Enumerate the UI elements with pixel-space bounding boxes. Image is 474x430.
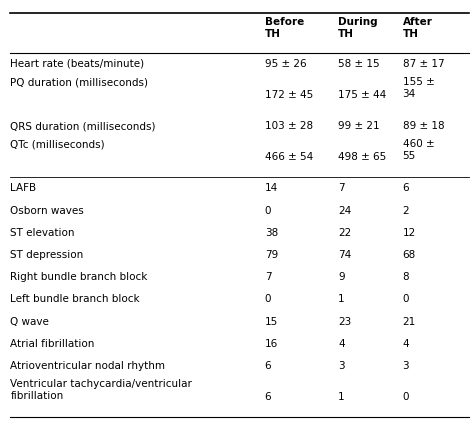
Text: 466 ± 54: 466 ± 54 — [264, 152, 313, 162]
Text: 0: 0 — [402, 295, 409, 304]
Text: Q wave: Q wave — [10, 316, 49, 327]
Text: 12: 12 — [402, 228, 416, 238]
Text: 79: 79 — [264, 250, 278, 260]
Text: 15: 15 — [264, 316, 278, 327]
Text: 16: 16 — [264, 339, 278, 349]
Text: 6: 6 — [264, 361, 271, 371]
Text: Right bundle branch block: Right bundle branch block — [10, 272, 148, 282]
Text: 89 ± 18: 89 ± 18 — [402, 121, 444, 131]
Text: During
TH: During TH — [338, 17, 378, 39]
Text: 9: 9 — [338, 272, 345, 282]
Text: 7: 7 — [338, 183, 345, 194]
Text: Before
TH: Before TH — [264, 17, 304, 39]
Text: Ventricular tachycardia/ventricular
fibrillation: Ventricular tachycardia/ventricular fibr… — [10, 379, 192, 401]
Text: 4: 4 — [402, 339, 409, 349]
Text: Atrioventricular nodal rhythm: Atrioventricular nodal rhythm — [10, 361, 165, 371]
Text: 99 ± 21: 99 ± 21 — [338, 121, 380, 131]
Text: 175 ± 44: 175 ± 44 — [338, 90, 386, 100]
Text: 95 ± 26: 95 ± 26 — [264, 59, 306, 69]
Text: 155 ±
34: 155 ± 34 — [402, 77, 434, 98]
Text: 6: 6 — [264, 392, 271, 402]
Text: 1: 1 — [338, 295, 345, 304]
Text: 38: 38 — [264, 228, 278, 238]
Text: QRS duration (milliseconds): QRS duration (milliseconds) — [10, 121, 156, 131]
Text: 22: 22 — [338, 228, 352, 238]
Text: ST elevation: ST elevation — [10, 228, 75, 238]
Text: 8: 8 — [402, 272, 409, 282]
Text: Heart rate (beats/minute): Heart rate (beats/minute) — [10, 59, 145, 69]
Text: 103 ± 28: 103 ± 28 — [264, 121, 313, 131]
Text: 498 ± 65: 498 ± 65 — [338, 152, 386, 162]
Text: 172 ± 45: 172 ± 45 — [264, 90, 313, 100]
Text: 6: 6 — [402, 183, 409, 194]
Text: 58 ± 15: 58 ± 15 — [338, 59, 380, 69]
Text: 1: 1 — [338, 392, 345, 402]
Text: ST depression: ST depression — [10, 250, 83, 260]
Text: QTc (milliseconds): QTc (milliseconds) — [10, 139, 105, 149]
Text: 21: 21 — [402, 316, 416, 327]
Text: Osborn waves: Osborn waves — [10, 206, 84, 215]
Text: 87 ± 17: 87 ± 17 — [402, 59, 444, 69]
Text: 68: 68 — [402, 250, 416, 260]
Text: 7: 7 — [264, 272, 271, 282]
Text: 460 ±
55: 460 ± 55 — [402, 139, 434, 161]
Text: 14: 14 — [264, 183, 278, 194]
Text: 24: 24 — [338, 206, 352, 215]
Text: LAFB: LAFB — [10, 183, 36, 194]
Text: 2: 2 — [402, 206, 409, 215]
Text: After
TH: After TH — [402, 17, 432, 39]
Text: Left bundle branch block: Left bundle branch block — [10, 295, 140, 304]
Text: 4: 4 — [338, 339, 345, 349]
Text: 0: 0 — [264, 295, 271, 304]
Text: 3: 3 — [338, 361, 345, 371]
Text: 0: 0 — [264, 206, 271, 215]
Text: Atrial fibrillation: Atrial fibrillation — [10, 339, 95, 349]
Text: 0: 0 — [402, 392, 409, 402]
Text: 74: 74 — [338, 250, 352, 260]
Text: PQ duration (milliseconds): PQ duration (milliseconds) — [10, 77, 148, 87]
Text: 23: 23 — [338, 316, 352, 327]
Text: 3: 3 — [402, 361, 409, 371]
